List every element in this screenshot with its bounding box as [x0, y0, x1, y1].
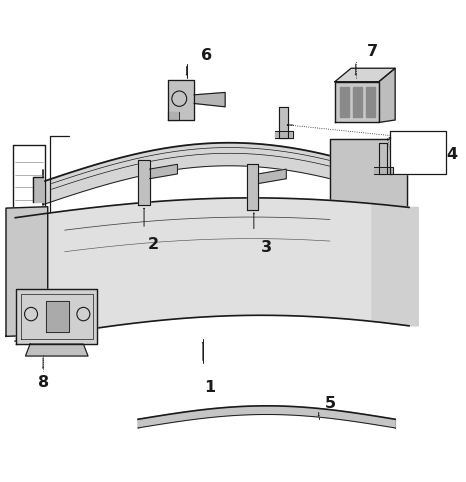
- Polygon shape: [279, 107, 288, 138]
- Polygon shape: [46, 301, 69, 332]
- Text: 3: 3: [261, 240, 272, 254]
- Polygon shape: [194, 93, 225, 107]
- Polygon shape: [15, 198, 409, 341]
- Polygon shape: [353, 87, 362, 117]
- Polygon shape: [16, 289, 97, 344]
- Text: 2: 2: [148, 237, 159, 253]
- Text: 5: 5: [325, 396, 336, 412]
- Polygon shape: [274, 131, 293, 138]
- Polygon shape: [168, 112, 179, 120]
- Polygon shape: [33, 177, 43, 202]
- Polygon shape: [335, 81, 379, 122]
- Text: 8: 8: [38, 375, 48, 390]
- Polygon shape: [374, 167, 393, 174]
- Text: 7: 7: [366, 44, 377, 59]
- Polygon shape: [150, 164, 178, 179]
- Polygon shape: [26, 344, 88, 356]
- Polygon shape: [247, 164, 259, 210]
- Polygon shape: [6, 207, 48, 336]
- Polygon shape: [391, 131, 446, 174]
- Polygon shape: [138, 406, 395, 428]
- Polygon shape: [330, 139, 407, 217]
- Text: 4: 4: [446, 147, 457, 162]
- Text: 1: 1: [204, 380, 215, 395]
- Polygon shape: [341, 87, 349, 117]
- Polygon shape: [259, 169, 286, 184]
- Polygon shape: [168, 80, 194, 120]
- Polygon shape: [138, 160, 150, 205]
- Polygon shape: [379, 143, 387, 174]
- Polygon shape: [379, 68, 395, 122]
- Polygon shape: [372, 203, 418, 326]
- Polygon shape: [43, 143, 381, 204]
- Polygon shape: [335, 68, 395, 81]
- Polygon shape: [366, 87, 375, 117]
- Text: 6: 6: [201, 48, 212, 63]
